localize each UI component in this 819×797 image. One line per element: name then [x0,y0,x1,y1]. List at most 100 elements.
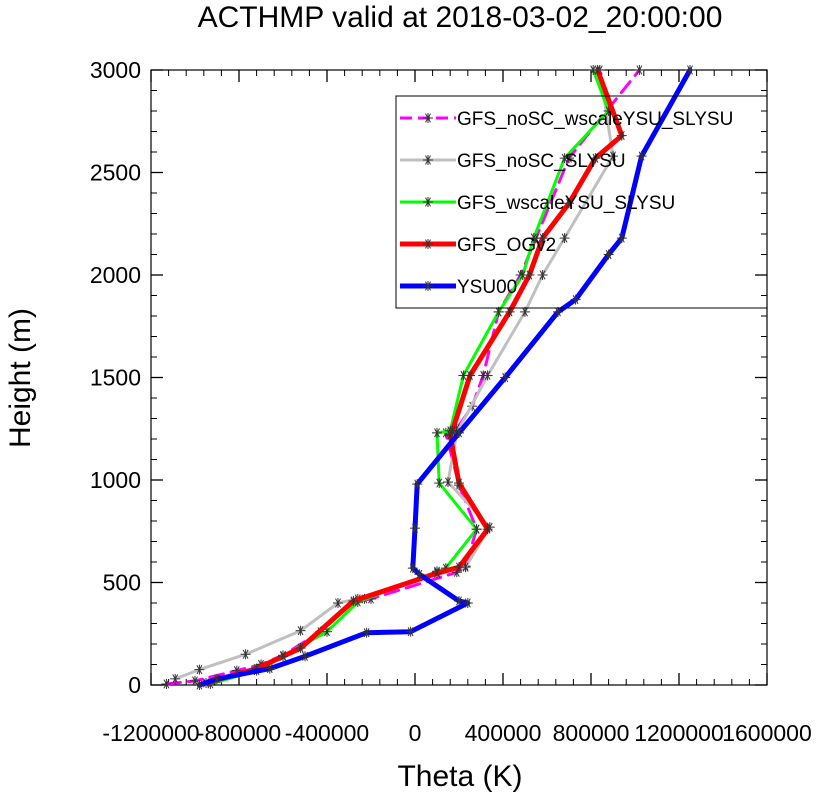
x-tick-label: 0 [409,720,422,746]
x-tick-label: 400000 [465,720,542,746]
data-point [493,306,504,317]
legend-label: GFS_wscaleYSU_SLYSU [457,193,675,214]
data-point [443,477,453,488]
legend-marker [423,113,433,123]
legend-entry: GFS_noSC_SLYSU [400,151,626,172]
data-point [590,153,601,164]
data-point [300,651,310,662]
x-tick-label: 800000 [553,720,630,746]
data-point [458,370,469,381]
data-point [361,627,372,638]
data-point [504,306,515,317]
series-line [173,68,615,681]
y-axis-ticks: 0 500 1000 1500 2000 2500 3000 [90,57,767,698]
data-point [278,651,288,662]
x-tick-label: -400000 [285,720,369,746]
y-tick-label: 1500 [90,365,141,391]
data-point [333,598,343,608]
data-point [685,65,695,75]
data-point [465,370,475,381]
data-point [194,680,205,690]
data-point [432,568,442,579]
data-point [524,270,535,280]
data-point [454,478,464,489]
data-point [482,370,493,381]
x-tick-label: -800000 [197,720,281,746]
data-point [454,562,464,573]
data-point [482,524,493,535]
data-point [412,479,423,490]
data-point [348,595,359,606]
data-point [190,675,200,686]
data-point [240,649,251,660]
data-point [570,294,581,305]
data-point [212,673,222,684]
data-point [462,598,473,608]
data-point [295,643,306,654]
x-tick-label: 1600000 [722,720,812,746]
data-point [603,249,614,260]
legend-marker [423,281,433,291]
legend-box [395,95,768,309]
data-point [454,595,464,606]
data-point [553,306,563,317]
data-point [537,233,548,244]
legend-entry: YSU00 [400,277,517,298]
data-point [634,65,645,75]
data-point [608,151,618,162]
legend-label: YSU00 [457,277,517,298]
data-point [264,663,275,674]
data-point [194,664,205,675]
chart-title: ACTHMP valid at 2018-03-02_20:00:00 [198,1,723,34]
legend-label: GFS_noSC_SLYSU [457,151,626,172]
y-axis-label: Height (m) [4,308,37,448]
series-layer [161,65,695,690]
data-point [407,563,418,574]
data-point [616,130,627,141]
legend-label: GFS_OGv2 [457,235,556,256]
data-point [520,306,530,317]
legend-marker [423,155,433,165]
data-point [410,523,420,534]
legend-label: GFS_noSC_wscaleYSU_SLYSU [457,109,733,130]
y-tick-label: 3000 [90,57,141,83]
data-point [295,625,306,636]
series-5 [194,65,695,690]
data-point [564,198,574,209]
data-point [537,270,548,280]
data-point [170,673,181,684]
data-point [471,524,482,535]
x-axis-label: Theta (K) [397,760,522,793]
data-point [500,372,511,383]
legend-entry: GFS_wscaleYSU_SLYSU [400,193,675,214]
legend-entry: GFS_noSC_wscaleYSU_SLYSU [400,109,733,130]
data-point [559,153,570,164]
data-point [592,65,603,75]
data-point [434,478,445,489]
legend: GFS_noSC_wscaleYSU_SLYSU GFS_noSC_SLYSU GF… [395,95,768,309]
x-tick-label: -1200000 [102,720,199,746]
data-point [447,425,458,436]
data-point [161,678,172,689]
data-point [454,427,464,438]
data-point [528,233,539,244]
data-point [636,151,647,162]
data-point [432,427,442,438]
data-point [405,626,416,637]
series-line [196,67,693,688]
x-tick-label: 1200000 [634,720,724,746]
y-tick-label: 1000 [90,467,141,493]
data-point [616,233,627,244]
y-tick-label: 2000 [90,262,141,288]
x-axis-ticks: -1200000-800000 -400000 0 400000 800000 12000… [102,70,812,746]
y-tick-label: 500 [103,570,141,596]
legend-marker [423,239,433,249]
legend-entry: GFS_OGv2 [400,235,556,256]
y-tick-label: 0 [128,672,141,698]
data-point [414,569,425,580]
y-tick-label: 2500 [90,160,141,186]
data-point [559,233,570,244]
series-2 [170,65,618,684]
legend-marker [423,197,433,207]
